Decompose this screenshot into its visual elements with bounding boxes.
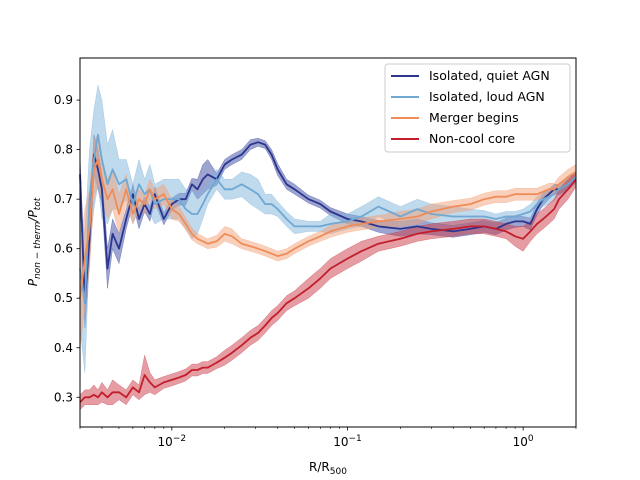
x-tick-label-exponent: −1 bbox=[348, 434, 361, 444]
legend-entry-3: Non-cool core bbox=[391, 131, 515, 146]
y-axis-label-mid: /P bbox=[26, 210, 40, 223]
legend-frame bbox=[384, 63, 571, 153]
legend-entry-1: Isolated, loud AGN bbox=[391, 89, 545, 104]
legend-label: Isolated, loud AGN bbox=[429, 89, 545, 104]
y-axis-label-sub1: non − therm bbox=[33, 221, 43, 279]
y-axis-ticks: 0.3 0.4 0.5 0.6 0.7 0.8 0.9 bbox=[54, 93, 80, 404]
x-axis-label-sub: 500 bbox=[330, 467, 347, 477]
y-tick-label: 0.8 bbox=[54, 143, 73, 157]
legend-entry-0: Isolated, quiet AGN bbox=[391, 68, 550, 83]
x-tick-label-base: 10 bbox=[513, 435, 528, 449]
legend-label: Non-cool core bbox=[429, 131, 515, 146]
legend-entry-2: Merger begins bbox=[391, 110, 519, 125]
x-tick-label-base: 10 bbox=[158, 435, 173, 449]
x-tick-label: 100 bbox=[513, 434, 534, 449]
legend: Isolated, quiet AGN Isolated, loud AGN M… bbox=[384, 63, 571, 153]
line-series-0 bbox=[79, 141, 577, 305]
y-axis-label: Pnon − therm/Ptot bbox=[26, 197, 43, 286]
legend-label: Isolated, quiet AGN bbox=[429, 68, 550, 83]
x-tick-label: 10−2 bbox=[158, 434, 187, 449]
y-tick-label: 0.9 bbox=[54, 93, 73, 107]
y-tick-label: 0.7 bbox=[54, 192, 73, 206]
y-tick-label: 0.4 bbox=[54, 341, 73, 355]
y-axis-label-sub2: tot bbox=[33, 197, 43, 210]
plot-frame bbox=[79, 57, 577, 428]
x-tick-label: 10−1 bbox=[333, 434, 362, 449]
y-tick-label: 0.6 bbox=[54, 242, 73, 256]
x-tick-label-exponent: −2 bbox=[173, 434, 186, 444]
y-axis-label-main: P bbox=[26, 278, 40, 286]
x-tick-label-exponent: 0 bbox=[528, 434, 534, 444]
line-series-3 bbox=[79, 178, 577, 403]
line-series-1 bbox=[79, 133, 577, 305]
x-axis-ticks: 10−2 10−1 100 bbox=[79, 427, 577, 449]
x-axis-label-main: R/R bbox=[309, 460, 330, 474]
legend-label: Merger begins bbox=[429, 110, 519, 125]
x-tick-label-base: 10 bbox=[333, 435, 348, 449]
y-tick-label: 0.3 bbox=[54, 390, 73, 404]
series-lines bbox=[79, 133, 577, 403]
x-axis-label: R/R500 bbox=[309, 460, 347, 477]
line-series-2 bbox=[79, 158, 577, 299]
y-tick-label: 0.5 bbox=[54, 291, 73, 305]
